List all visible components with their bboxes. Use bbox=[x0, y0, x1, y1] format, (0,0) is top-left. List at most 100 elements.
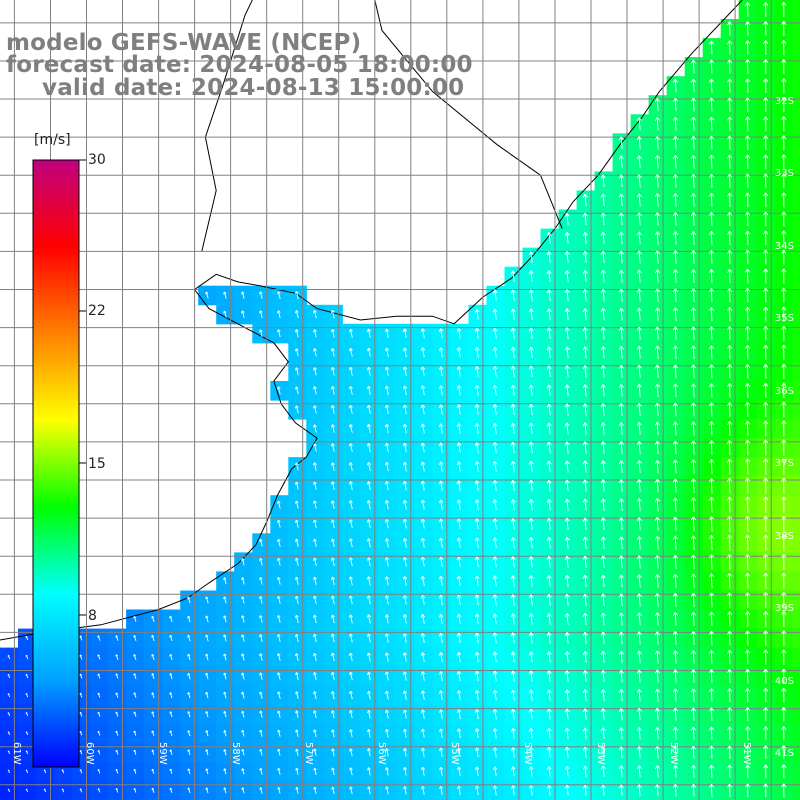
wind-arrow bbox=[709, 40, 715, 55]
wind-arrow bbox=[474, 785, 480, 796]
wind-arrow bbox=[295, 786, 299, 794]
wind-arrow bbox=[402, 461, 408, 472]
wind-arrow bbox=[151, 787, 155, 793]
wind-arrow bbox=[457, 766, 462, 776]
wind-arrow bbox=[745, 268, 751, 284]
wind-arrow bbox=[564, 555, 570, 568]
forecast-date: forecast date: 2024-08-05 18:00:00 bbox=[6, 52, 473, 78]
wind-arrow bbox=[259, 291, 263, 299]
wind-arrow bbox=[348, 385, 353, 395]
wind-arrow bbox=[673, 231, 679, 245]
wind-arrow bbox=[402, 614, 408, 624]
wind-arrow bbox=[223, 291, 227, 299]
wind-arrow bbox=[510, 327, 516, 339]
wind-arrow bbox=[241, 672, 245, 680]
wind-arrow bbox=[456, 366, 462, 377]
wind-arrow bbox=[115, 692, 119, 698]
wind-arrow bbox=[294, 519, 299, 528]
lon-label-54w: 54W bbox=[522, 742, 533, 765]
wind-arrow bbox=[745, 325, 751, 341]
wind-arrow bbox=[151, 654, 155, 661]
wind-arrow bbox=[313, 500, 317, 509]
wind-arrow bbox=[672, 421, 678, 436]
wind-arrow bbox=[97, 730, 101, 736]
wind-arrow bbox=[636, 746, 642, 759]
wind-arrow bbox=[690, 535, 696, 551]
wind-arrow bbox=[277, 386, 281, 395]
wind-arrow bbox=[690, 440, 696, 455]
wind-arrow bbox=[384, 423, 390, 434]
wind-arrow bbox=[259, 767, 263, 775]
wind-arrow bbox=[727, 630, 733, 646]
wind-arrow bbox=[582, 689, 588, 702]
wind-arrow bbox=[690, 288, 696, 303]
wind-arrow bbox=[781, 363, 787, 379]
wind-arrow bbox=[277, 595, 281, 604]
wind-arrow bbox=[727, 230, 733, 246]
wind-arrow bbox=[709, 611, 715, 627]
wind-arrow bbox=[727, 553, 733, 570]
wind-arrow bbox=[727, 534, 733, 551]
colorbar-tick-max: 30 bbox=[88, 152, 106, 168]
wind-arrow bbox=[745, 230, 751, 246]
colorbar-tick-8: 8 bbox=[88, 608, 97, 624]
wind-arrow bbox=[456, 385, 462, 396]
wind-arrow bbox=[781, 534, 787, 551]
wind-arrow bbox=[223, 653, 227, 661]
wind-arrow bbox=[618, 612, 624, 626]
wind-arrow bbox=[582, 708, 588, 720]
wind-arrow bbox=[241, 729, 245, 737]
wind-arrow bbox=[474, 690, 480, 701]
wind-arrow bbox=[348, 500, 353, 510]
wind-arrow bbox=[564, 593, 570, 606]
wind-arrow bbox=[745, 534, 751, 551]
wind-arrow bbox=[313, 481, 317, 490]
wind-arrow bbox=[474, 556, 480, 568]
wind-arrow bbox=[492, 461, 498, 472]
wind-cell bbox=[792, 742, 800, 763]
wind-arrow bbox=[169, 634, 173, 642]
wind-arrow bbox=[169, 673, 173, 680]
wind-arrow bbox=[438, 366, 444, 377]
wind-arrow bbox=[402, 671, 408, 681]
wind-arrow bbox=[492, 499, 498, 511]
wind-arrow bbox=[690, 688, 696, 702]
wind-arrow bbox=[349, 729, 353, 738]
wind-arrow bbox=[7, 750, 11, 755]
wind-arrow bbox=[654, 688, 660, 702]
wind-arrow bbox=[709, 440, 715, 455]
wind-arrow bbox=[7, 693, 11, 698]
wind-arrow bbox=[781, 630, 787, 646]
wind-arrow bbox=[313, 786, 317, 795]
wind-arrow bbox=[618, 479, 624, 493]
wind-arrow bbox=[546, 594, 552, 606]
wind-arrow bbox=[564, 574, 570, 587]
wind-arrow bbox=[654, 726, 660, 740]
lat-label-41s: 41S bbox=[774, 748, 794, 759]
wind-arrow bbox=[654, 669, 660, 683]
wind-cell bbox=[792, 228, 800, 249]
wind-arrow bbox=[294, 348, 299, 357]
wind-arrow bbox=[582, 193, 588, 206]
wind-arrow bbox=[205, 768, 209, 775]
wind-arrow bbox=[745, 135, 751, 151]
wind-arrow bbox=[259, 787, 263, 794]
wind-arrow bbox=[330, 557, 335, 567]
wind-arrow bbox=[330, 347, 335, 357]
wind-arrow bbox=[745, 21, 751, 36]
wind-arrow bbox=[564, 632, 570, 644]
wind-arrow bbox=[510, 785, 516, 796]
wind-arrow bbox=[474, 404, 480, 415]
wind-arrow bbox=[313, 348, 317, 357]
wind-arrow bbox=[366, 652, 371, 662]
wind-arrow bbox=[618, 136, 624, 150]
wind-arrow bbox=[492, 384, 498, 396]
wind-cell bbox=[792, 152, 800, 172]
wind-arrow bbox=[763, 249, 769, 265]
wind-arrow bbox=[528, 384, 534, 397]
wind-arrow bbox=[420, 518, 426, 529]
wind-arrow bbox=[474, 594, 480, 606]
wind-arrow bbox=[745, 363, 751, 379]
wind-arrow bbox=[402, 404, 408, 415]
